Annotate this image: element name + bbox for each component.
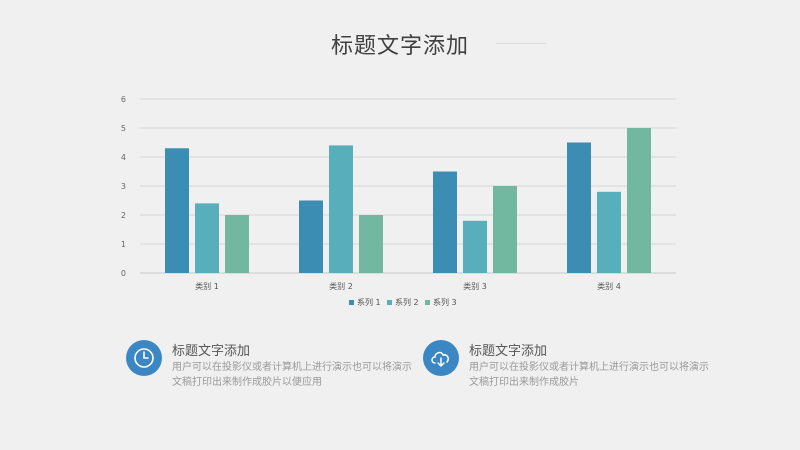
bar bbox=[359, 215, 383, 273]
y-tick-label: 3 bbox=[121, 182, 126, 191]
y-tick-label: 4 bbox=[121, 153, 126, 162]
y-tick-label: 2 bbox=[121, 211, 126, 220]
page-title: 标题文字添加 bbox=[330, 34, 469, 59]
y-tick-label: 0 bbox=[121, 269, 126, 278]
bar bbox=[165, 148, 189, 273]
bar bbox=[195, 203, 219, 273]
bar bbox=[463, 220, 487, 273]
y-tick-label: 5 bbox=[121, 124, 126, 133]
bar-chart: 0 1 2 3 4 5 6 类别 1 类别 2 类别 3 类别 4 系列 1 系列 2 系列 3 bbox=[121, 95, 676, 307]
info-card-1: 标题文字添加 用户可以在投影仪或者计算机上进行演示也可以将演示文稿打印出来制作成… bbox=[126, 336, 416, 396]
card-description: 用户可以在投影仪或者计算机上进行演示也可以将演示文稿打印出来制作成胶片以便应用 bbox=[172, 362, 412, 388]
bar bbox=[225, 215, 249, 273]
legend-label: 系列 2 bbox=[395, 297, 419, 307]
bar bbox=[597, 191, 621, 273]
x-tick-label: 类别 4 bbox=[597, 281, 621, 291]
legend-swatch bbox=[425, 300, 430, 305]
card-title: 标题文字添加 bbox=[469, 344, 548, 359]
x-tick-label: 类别 2 bbox=[329, 281, 353, 291]
x-tick-label: 类别 3 bbox=[463, 281, 487, 291]
legend-label: 系列 3 bbox=[433, 297, 457, 307]
cloud-download-icon bbox=[423, 340, 459, 376]
x-tick-label: 类别 1 bbox=[195, 281, 219, 291]
bar bbox=[329, 145, 353, 273]
info-card-2: 标题文字添加 用户可以在投影仪或者计算机上进行演示也可以将演示文稿打印出来制作成… bbox=[423, 336, 713, 396]
title-divider bbox=[496, 43, 546, 44]
y-tick-label: 1 bbox=[121, 240, 126, 249]
bar bbox=[299, 200, 323, 273]
bar bbox=[567, 142, 591, 273]
bar bbox=[627, 128, 651, 273]
bar bbox=[493, 186, 517, 273]
y-tick-label: 6 bbox=[121, 95, 126, 104]
bar bbox=[433, 171, 457, 273]
clock-icon bbox=[126, 340, 162, 376]
card-title: 标题文字添加 bbox=[172, 344, 251, 359]
card-description: 用户可以在投影仪或者计算机上进行演示也可以将演示文稿打印出来制作成胶片 bbox=[469, 362, 709, 388]
legend-swatch bbox=[349, 300, 354, 305]
legend-swatch bbox=[387, 300, 392, 305]
legend-label: 系列 1 bbox=[357, 297, 381, 307]
